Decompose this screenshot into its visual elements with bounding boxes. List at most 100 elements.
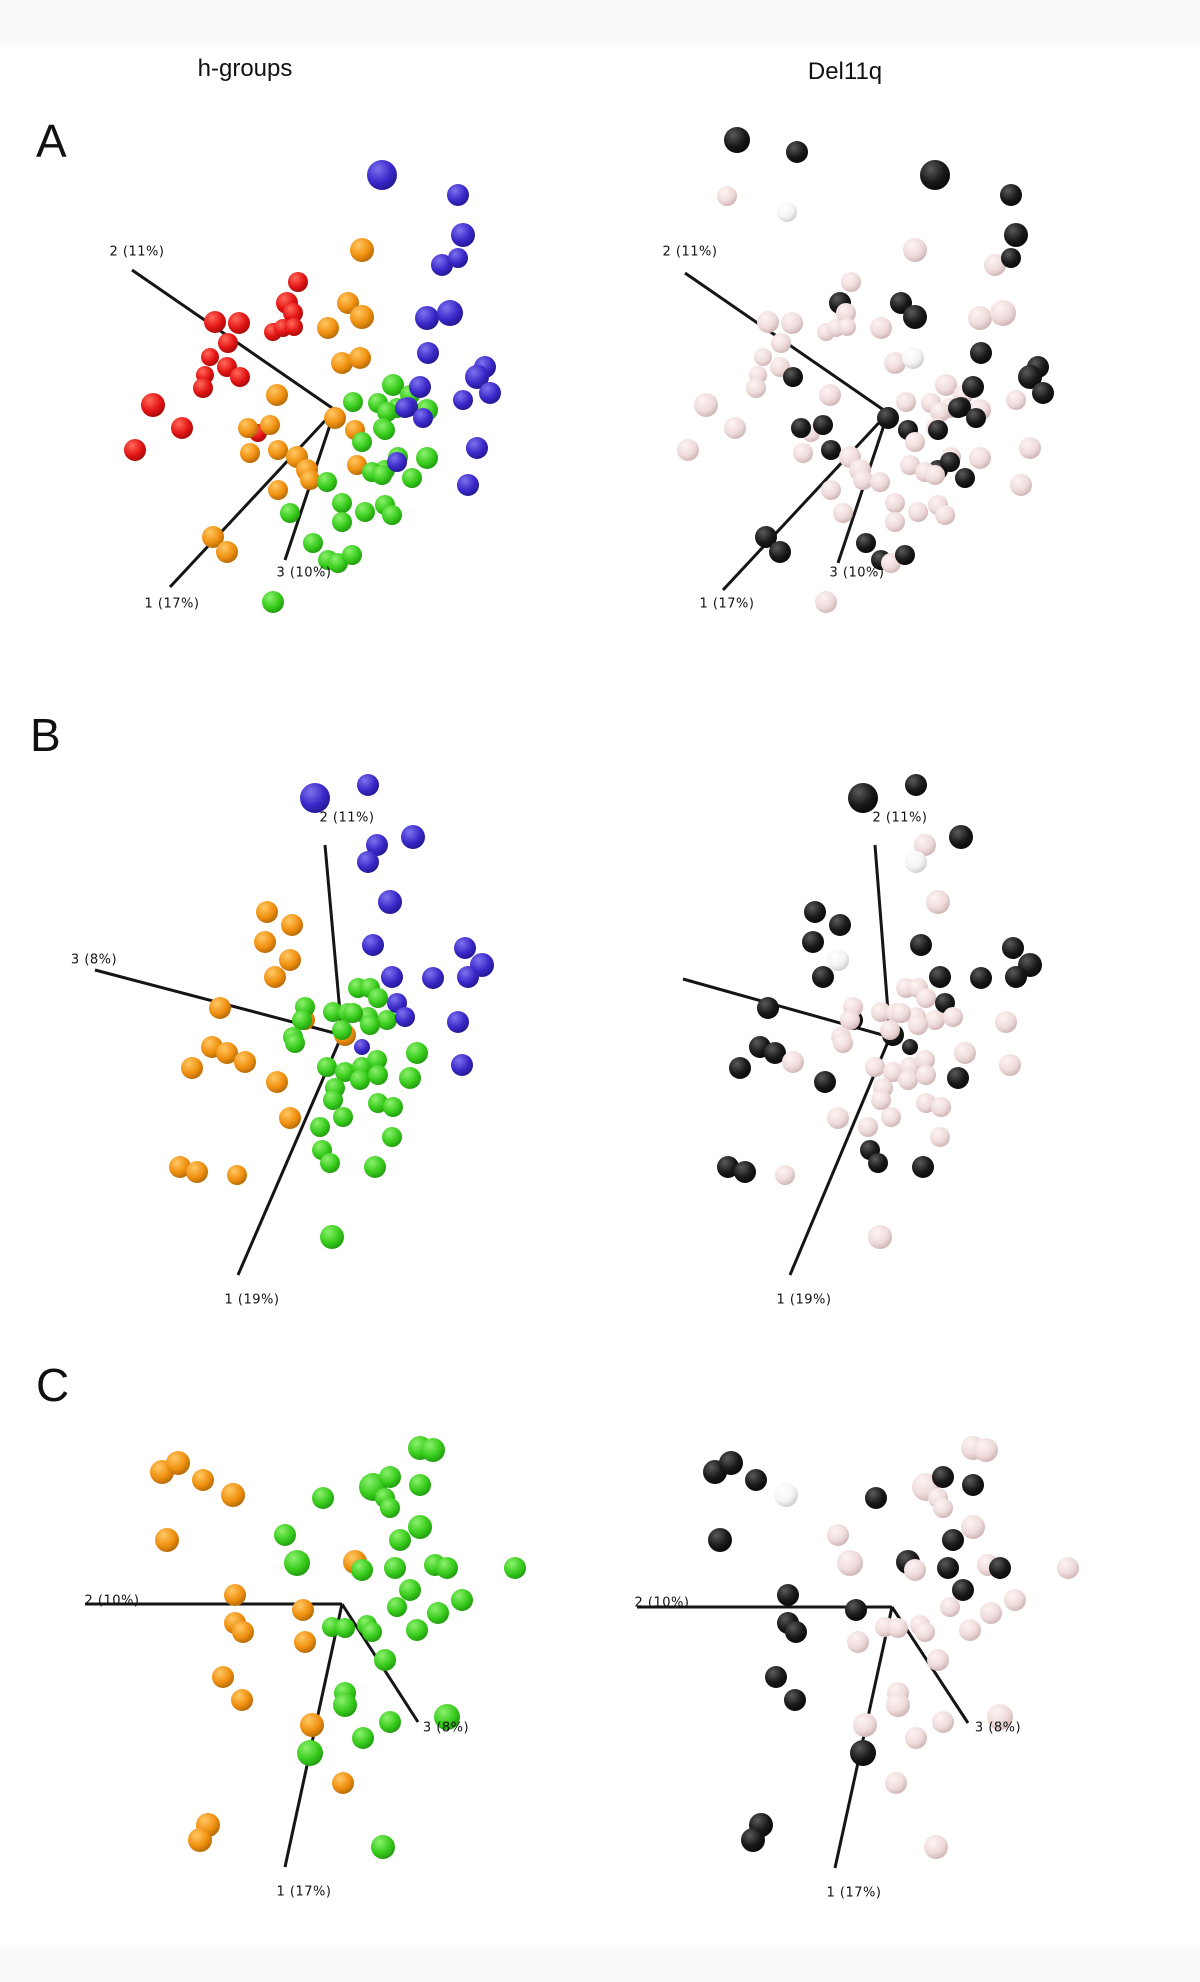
axis-label: 1 (19%) (776, 1292, 832, 1308)
data-sphere-orange (350, 238, 374, 262)
data-sphere-black (741, 1828, 765, 1852)
data-sphere-orange (268, 440, 288, 460)
data-sphere-pink (935, 505, 955, 525)
data-sphere-green (317, 1057, 337, 1077)
data-sphere-pink (914, 834, 936, 856)
data-sphere-pink (980, 1602, 1002, 1624)
data-sphere-pink (999, 1054, 1021, 1076)
data-sphere-green (421, 1438, 445, 1462)
axis-line (168, 408, 337, 589)
data-sphere-black (970, 967, 992, 989)
data-sphere-pink (905, 432, 925, 452)
data-sphere-orange (266, 384, 288, 406)
data-sphere-green (332, 493, 352, 513)
data-sphere-black (966, 408, 986, 428)
data-sphere-green (379, 1466, 401, 1488)
data-sphere-orange (266, 1071, 288, 1093)
data-sphere-orange (231, 1689, 253, 1711)
data-sphere-green (360, 1015, 380, 1035)
data-sphere-pink (781, 312, 803, 334)
data-sphere-white (827, 949, 849, 971)
data-sphere-green (408, 1515, 432, 1539)
data-sphere-pink (908, 1015, 928, 1035)
data-sphere-pink (853, 1713, 877, 1737)
data-sphere-blue (409, 376, 431, 398)
data-sphere-blue (437, 300, 463, 326)
data-sphere-black (905, 774, 927, 796)
data-sphere-pink (916, 1065, 936, 1085)
data-sphere-pink (847, 1631, 869, 1653)
data-sphere-orange (186, 1161, 208, 1183)
data-sphere-pink (908, 502, 928, 522)
data-sphere-green (350, 1070, 370, 1090)
data-sphere-orange (268, 480, 288, 500)
data-sphere-black (955, 468, 975, 488)
data-sphere-green (284, 1550, 310, 1576)
data-sphere-green (409, 1474, 431, 1496)
data-sphere-black (802, 931, 824, 953)
data-sphere-green (402, 468, 422, 488)
data-sphere-black (755, 526, 777, 548)
data-sphere-green (362, 1622, 382, 1642)
data-sphere-blue (381, 966, 403, 988)
data-sphere-black (928, 420, 948, 440)
data-sphere-black (1000, 184, 1022, 206)
axis-label: 2 (11%) (872, 810, 928, 826)
data-sphere-green (303, 533, 323, 553)
data-sphere-black (942, 1529, 964, 1551)
data-sphere-pink (821, 480, 841, 500)
axis-label: 2 (10%) (84, 1593, 140, 1609)
data-sphere-green (384, 1557, 406, 1579)
data-sphere-black (948, 398, 968, 418)
data-sphere-black (989, 1557, 1011, 1579)
data-sphere-pink (931, 1097, 951, 1117)
data-sphere-pink (995, 1011, 1017, 1033)
axis-label: 3 (8%) (70, 952, 118, 968)
data-sphere-green (375, 420, 395, 440)
data-sphere-pink (1006, 390, 1026, 410)
data-sphere-green (342, 545, 362, 565)
data-sphere-black (734, 1161, 756, 1183)
data-sphere-white (902, 347, 924, 369)
data-sphere-blue (300, 783, 330, 813)
data-sphere-pink (886, 1693, 910, 1717)
data-sphere-black (769, 541, 791, 563)
data-sphere-black (932, 1466, 954, 1488)
data-sphere-green (274, 1524, 296, 1546)
data-sphere-green (434, 1704, 460, 1730)
data-sphere-red (171, 417, 193, 439)
data-sphere-green (335, 1618, 355, 1638)
data-sphere-black (804, 901, 826, 923)
data-sphere-blue (366, 834, 388, 856)
data-sphere-pink (782, 1051, 804, 1073)
data-sphere-black (902, 1039, 918, 1055)
axis-label: 2 (11%) (662, 244, 718, 260)
data-sphere-pink (943, 1007, 963, 1027)
data-sphere-black (719, 1451, 743, 1475)
data-sphere-orange (256, 901, 278, 923)
data-sphere-red (201, 348, 219, 366)
data-sphere-orange (300, 470, 320, 490)
data-sphere-pink (841, 272, 861, 292)
data-sphere-pink (968, 306, 992, 330)
data-sphere-orange (240, 443, 260, 463)
data-sphere-pink (815, 591, 837, 613)
data-sphere-pink (819, 384, 841, 406)
data-sphere-pink (904, 1559, 926, 1581)
data-sphere-pink (924, 1835, 948, 1859)
data-sphere-green (399, 1579, 421, 1601)
data-sphere-green (312, 1487, 334, 1509)
data-sphere-black (940, 452, 960, 472)
data-sphere-white (777, 202, 797, 222)
axis-label: 1 (17%) (144, 596, 200, 612)
data-sphere-pink (858, 1117, 878, 1137)
data-sphere-pink (840, 1010, 860, 1030)
data-sphere-pink (871, 1090, 891, 1110)
data-sphere-green (333, 1693, 357, 1717)
data-sphere-orange (294, 1631, 316, 1653)
data-sphere-blue (357, 774, 379, 796)
data-sphere-black (929, 966, 951, 988)
data-sphere-pink (940, 1597, 960, 1617)
data-sphere-pink (868, 1225, 892, 1249)
data-sphere-green (382, 1127, 402, 1147)
